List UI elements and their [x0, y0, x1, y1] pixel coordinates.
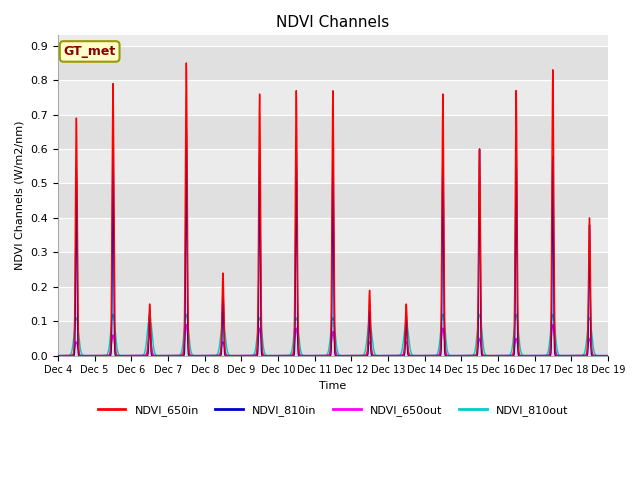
Bar [58, 46, 608, 80]
Bar [58, 218, 608, 252]
Bar [58, 80, 608, 115]
Text: GT_met: GT_met [63, 45, 116, 58]
Bar [58, 115, 608, 149]
Bar [58, 252, 608, 287]
Y-axis label: NDVI Channels (W/m2/nm): NDVI Channels (W/m2/nm) [15, 121, 25, 270]
Bar [58, 321, 608, 356]
Bar [58, 149, 608, 183]
Title: NDVI Channels: NDVI Channels [276, 15, 390, 30]
X-axis label: Time: Time [319, 381, 346, 391]
Bar [58, 287, 608, 321]
Bar [58, 183, 608, 218]
Legend: NDVI_650in, NDVI_810in, NDVI_650out, NDVI_810out: NDVI_650in, NDVI_810in, NDVI_650out, NDV… [93, 401, 573, 420]
